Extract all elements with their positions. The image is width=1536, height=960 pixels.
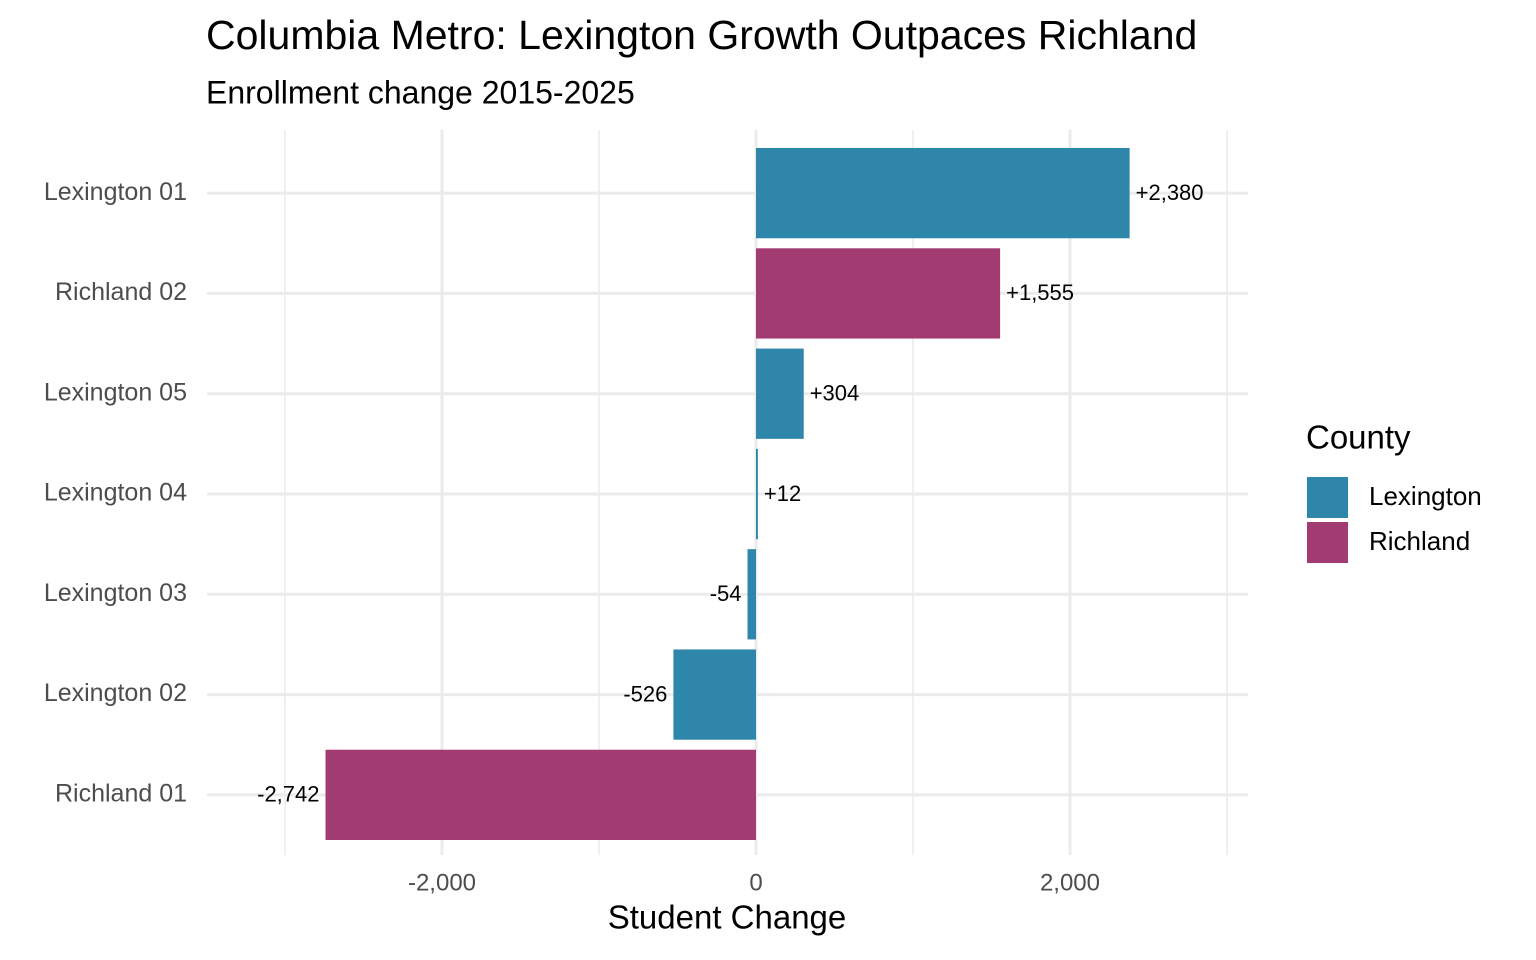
legend-label: Lexington: [1369, 481, 1482, 511]
bar: [755, 448, 758, 540]
value-label: -54: [710, 581, 742, 606]
bar: [325, 749, 756, 840]
y-tick-label: Richland 01: [55, 779, 187, 807]
y-tick-label: Lexington 04: [44, 479, 187, 507]
x-tick-label: 2,000: [1040, 869, 1100, 896]
x-tick-label: 0: [749, 869, 762, 896]
bar: [747, 549, 756, 640]
y-tick-label: Richland 02: [55, 278, 187, 306]
value-label: +2,380: [1136, 180, 1204, 205]
legend-title: County: [1306, 419, 1411, 456]
legend-key: [1307, 522, 1348, 563]
legend-label: Richland: [1369, 526, 1470, 556]
value-label: +304: [810, 381, 860, 406]
x-axis-title: Student Change: [608, 899, 847, 936]
y-tick-label: Lexington 05: [44, 378, 187, 406]
value-label: +12: [764, 481, 801, 506]
x-tick-label: -2,000: [408, 869, 476, 896]
value-label: -526: [623, 681, 667, 706]
chart-title: Columbia Metro: Lexington Growth Outpace…: [206, 12, 1197, 58]
bar: [755, 348, 804, 439]
value-label: -2,742: [257, 782, 319, 807]
y-tick-label: Lexington 02: [44, 679, 187, 707]
value-label: +1,555: [1006, 280, 1074, 305]
chart-subtitle: Enrollment change 2015-2025: [206, 74, 635, 110]
bar: [755, 148, 1130, 239]
bar: [755, 248, 1001, 339]
y-tick-label: Lexington 01: [44, 178, 187, 206]
y-tick-label: Lexington 03: [44, 579, 187, 607]
bar: [673, 649, 756, 740]
legend-key: [1307, 477, 1348, 518]
